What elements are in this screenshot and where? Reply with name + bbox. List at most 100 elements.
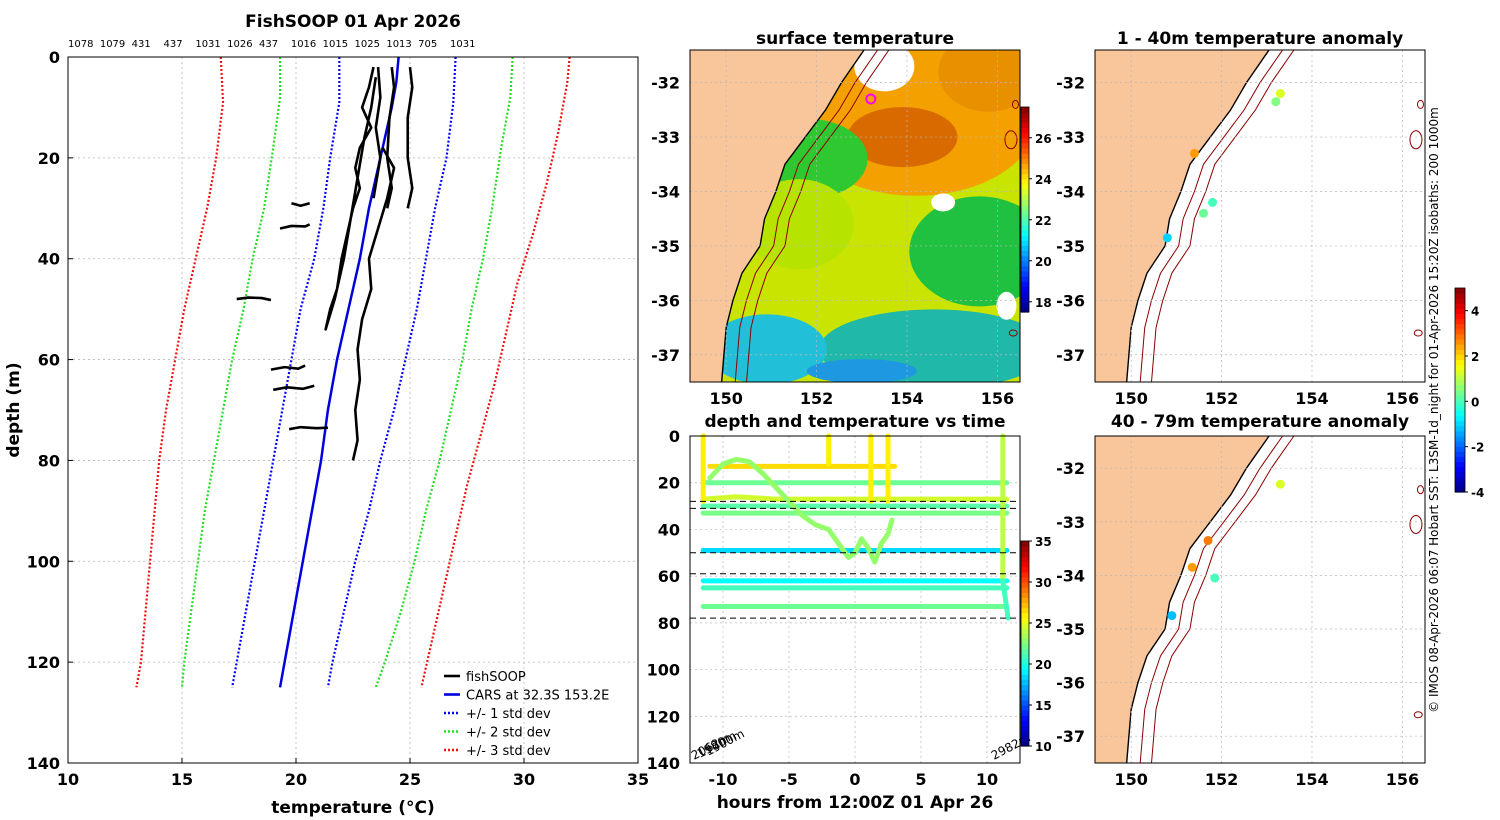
colorbar-tick-label: 26 bbox=[1035, 132, 1052, 146]
ts-y-tick-label: 20 bbox=[658, 474, 680, 493]
std-line-minus1 bbox=[231, 57, 341, 688]
seamount-contour bbox=[1409, 514, 1423, 534]
colorbar-cell bbox=[1021, 623, 1029, 629]
lat-tick-label: -37 bbox=[1056, 727, 1085, 746]
colorbar-cell bbox=[1021, 612, 1029, 619]
anomaly-point bbox=[1198, 208, 1208, 218]
seamount-contour bbox=[1004, 130, 1018, 150]
colorbar-cell bbox=[1021, 592, 1029, 598]
std-line-minus3 bbox=[135, 56, 225, 688]
ts-x-tick-label: 10 bbox=[976, 770, 998, 789]
colorbar-cell bbox=[1455, 293, 1465, 299]
colorbar-cell bbox=[1455, 395, 1465, 401]
colorbar-tick-label: 18 bbox=[1035, 296, 1052, 310]
colorbar-cell bbox=[1455, 333, 1465, 340]
colorbar-cell bbox=[1021, 117, 1029, 123]
colorbar-cell bbox=[1021, 628, 1029, 634]
colorbar-cell bbox=[1021, 235, 1029, 241]
seamount-contour bbox=[1008, 329, 1018, 337]
x-axis-label: temperature (°C) bbox=[271, 798, 435, 818]
colorbar-cell bbox=[1021, 183, 1029, 190]
lat-tick-label: -33 bbox=[651, 128, 680, 147]
colorbar-cell bbox=[1021, 265, 1029, 272]
fishsoop-trace bbox=[351, 147, 396, 461]
sst-panel-frame bbox=[689, 49, 1021, 383]
colorbar-cell bbox=[1021, 684, 1029, 691]
colorbar-cell bbox=[1455, 405, 1465, 411]
colorbar-cell bbox=[1021, 112, 1029, 118]
lon-tick-label: 154 bbox=[890, 389, 923, 408]
colorbar-cell bbox=[1455, 471, 1465, 478]
x-tick-label: 15 bbox=[171, 770, 193, 789]
anomaly-point bbox=[1167, 611, 1177, 621]
lon-tick-label: 156 bbox=[1386, 389, 1419, 408]
colorbar-cell bbox=[1021, 664, 1029, 670]
legend-label: +/- 2 std dev bbox=[466, 726, 551, 741]
colorbar-cell bbox=[1021, 132, 1029, 139]
anomaly-point bbox=[1208, 197, 1218, 207]
colorbar-cell bbox=[1021, 276, 1029, 282]
seamount-contour bbox=[1413, 329, 1423, 337]
colorbar-cell bbox=[1455, 425, 1465, 432]
sst-panel: 150 152 154 156 -32 -33 -34 -35 -36 -37 surface te… bbox=[651, 29, 1020, 408]
colorbar-cell bbox=[1021, 163, 1029, 170]
sst-green-east bbox=[909, 196, 1020, 307]
colorbar-cell bbox=[1021, 705, 1029, 711]
colorbar-cell bbox=[1455, 349, 1465, 355]
colorbar-cell bbox=[1455, 430, 1465, 437]
fishsoop-trace bbox=[270, 364, 306, 371]
colorbar-cell bbox=[1021, 546, 1029, 552]
top-label: 437 bbox=[259, 39, 278, 50]
top-label: 1031 bbox=[450, 39, 475, 50]
isobath-1000m bbox=[1151, 49, 1295, 383]
colorbar-cell bbox=[1455, 441, 1465, 447]
colorbar-cell bbox=[1021, 230, 1029, 236]
lon-tick-label: 154 bbox=[1295, 770, 1328, 789]
ts-y-tick-label: 60 bbox=[658, 567, 680, 586]
timeseries-title: depth and temperature vs time bbox=[705, 412, 1006, 432]
colorbar-cell bbox=[1455, 481, 1465, 488]
sst-colorbar: 18 20 22 24 26 bbox=[1020, 106, 1052, 313]
colorbar-cell bbox=[1021, 122, 1029, 129]
colorbar-cell bbox=[1021, 633, 1029, 639]
cars-line bbox=[278, 56, 400, 688]
colorbar-cell bbox=[1455, 486, 1465, 493]
colorbar-cell bbox=[1021, 551, 1029, 557]
anom1-panel: 150 152 154 156 -32 -33 -34 -35 -36 -37 1 - 40m te… bbox=[1056, 29, 1425, 408]
anom-colorbar: -4 -2 0 2 4 bbox=[1454, 287, 1484, 500]
colorbar-tick-label: -2 bbox=[1471, 441, 1484, 455]
colorbar-cell bbox=[1021, 306, 1029, 313]
x-axis-unit: (°C) bbox=[398, 798, 435, 818]
colorbar-cell bbox=[1021, 194, 1029, 200]
lon-tick-label: 156 bbox=[981, 389, 1014, 408]
fishsoop-trace bbox=[236, 296, 272, 302]
y-tick-label: 140 bbox=[27, 754, 60, 773]
sst-hot-core bbox=[847, 107, 958, 168]
colorbar-cell bbox=[1021, 127, 1029, 134]
vessel-marker bbox=[865, 93, 877, 105]
anom2-panel: 150 152 154 156 -32 -33 -34 -35 -36 -37 40 - 79m t… bbox=[1056, 412, 1425, 789]
profile-title: FishSOOP 01 Apr 2026 bbox=[245, 12, 461, 32]
colorbar-cell bbox=[1021, 281, 1029, 287]
colorbar-cell bbox=[1021, 556, 1029, 563]
isobath-1000m bbox=[1151, 435, 1295, 764]
colorbar-cell bbox=[1455, 339, 1465, 345]
lat-tick-label: -37 bbox=[1056, 346, 1085, 365]
land bbox=[1095, 436, 1270, 763]
colorbar-cell bbox=[1021, 178, 1029, 185]
colorbar-cell bbox=[1455, 384, 1465, 391]
colorbar-cell bbox=[1021, 571, 1029, 578]
ts-y-tick-label: 0 bbox=[669, 427, 680, 446]
colorbar-cell bbox=[1021, 730, 1029, 737]
colorbar-cell bbox=[1021, 566, 1029, 573]
lat-tick-label: -37 bbox=[651, 346, 680, 365]
profile-axes-frame bbox=[67, 56, 639, 764]
colorbar-cell bbox=[1021, 250, 1029, 257]
lat-tick-label: -32 bbox=[1056, 74, 1085, 93]
x-tick-label: 10 bbox=[57, 770, 79, 789]
x-tick-label: 25 bbox=[399, 770, 421, 789]
colorbar-tick-label: 0 bbox=[1471, 395, 1479, 409]
ts-y-tick-label: 140 bbox=[647, 754, 680, 773]
ts-track bbox=[1000, 578, 1011, 621]
